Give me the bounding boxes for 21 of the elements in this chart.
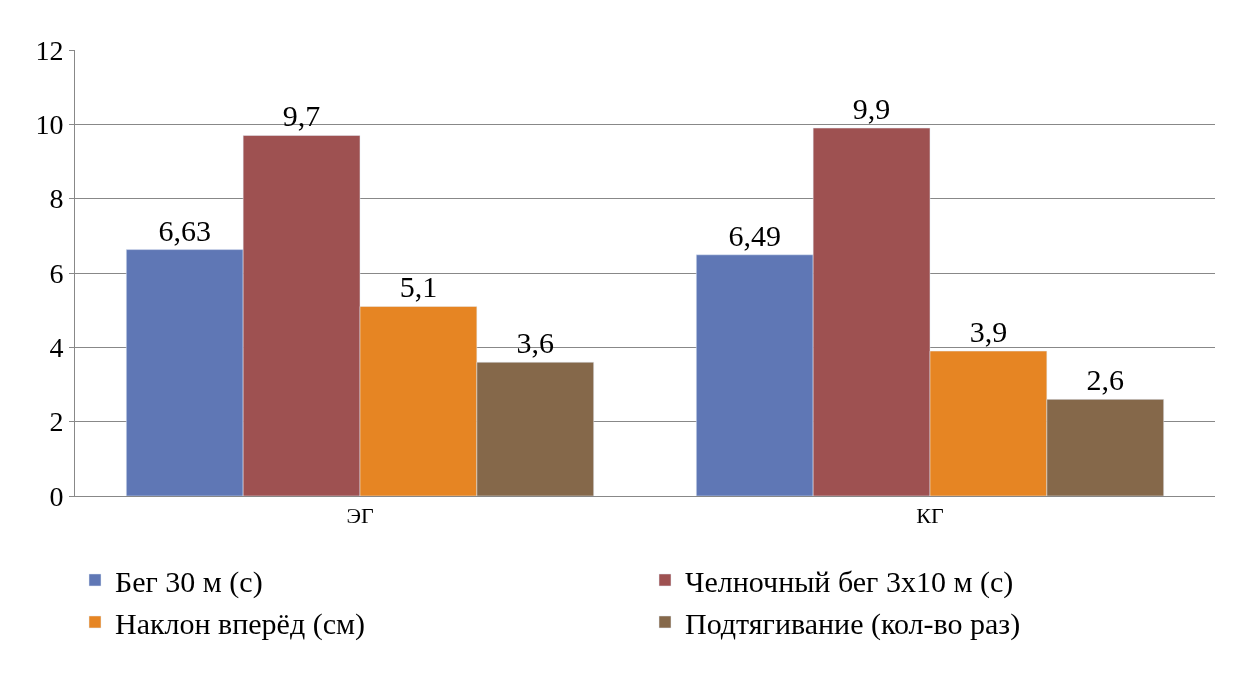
y-tick-label: 10 [35, 109, 64, 141]
legend-label: Подтягивание (кол-во раз) [685, 606, 1021, 641]
x-tick-label: ЭГ [346, 503, 374, 529]
data-label: 6,49 [728, 218, 781, 252]
y-tick-label: 12 [35, 34, 64, 66]
x-tick-label: КГ [916, 503, 944, 529]
data-label: 9,7 [282, 99, 321, 133]
data-label: 5,1 [399, 270, 438, 304]
data-label: 2,6 [1086, 363, 1125, 397]
y-tick-label: 6 [49, 257, 64, 289]
legend-label: Наклон вперёд (см) [115, 606, 365, 641]
y-tick-label: 4 [49, 332, 64, 364]
data-label: 3,6 [516, 326, 555, 360]
legend-label: Челночный бег 3х10 м (с) [685, 564, 1014, 599]
legend-label: Бег 30 м (с) [115, 564, 263, 599]
y-tick-label: 8 [49, 183, 64, 215]
data-label: 9,9 [852, 92, 891, 126]
data-label: 6,63 [158, 213, 211, 247]
y-tick-label: 0 [49, 480, 64, 512]
data-label: 3,9 [969, 315, 1008, 349]
y-tick-label: 2 [49, 406, 64, 438]
